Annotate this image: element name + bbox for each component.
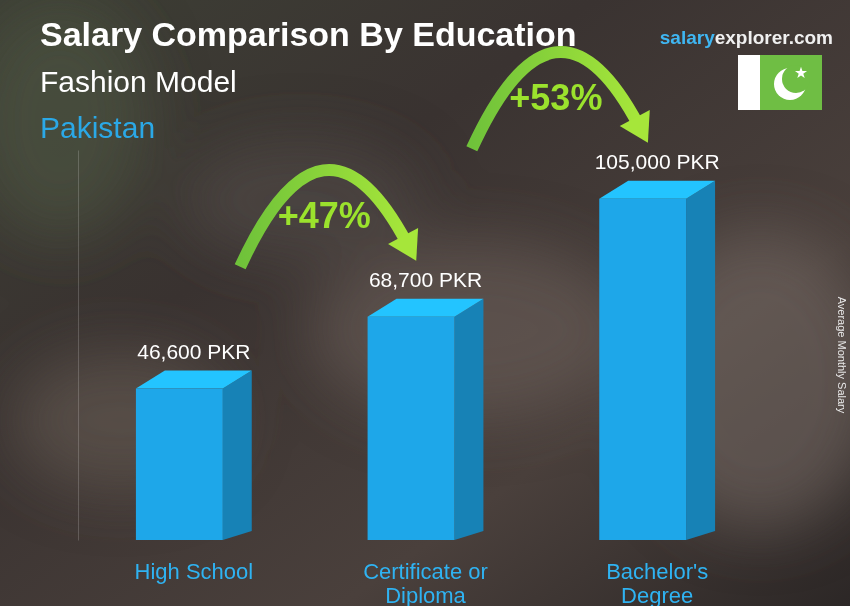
change-arrow <box>472 52 639 149</box>
x-tick: High School <box>135 540 254 584</box>
chart-container: 46,600 PKR 68,700 PKR 105,000 PKR High Scho… <box>0 0 850 606</box>
y-axis-line <box>78 151 79 541</box>
change-arrow-head <box>388 228 418 261</box>
flag-green <box>760 55 822 110</box>
x-tick-label-line: Diploma <box>385 583 466 606</box>
bar-top <box>599 181 715 199</box>
bar <box>136 389 223 540</box>
change-label: +53% <box>509 77 602 118</box>
bar-side <box>686 181 715 540</box>
change-arrow-head <box>620 110 650 143</box>
data-label: 68,700 PKR <box>369 268 482 291</box>
bar <box>599 199 686 540</box>
subtitle: Fashion Model <box>40 65 237 98</box>
bar-group <box>136 371 252 540</box>
flag <box>738 55 822 110</box>
source-part: explorer.com <box>715 27 833 48</box>
bar-side <box>223 371 252 540</box>
x-tick-label: Bachelor'sDegree <box>606 559 708 606</box>
data-labels: 46,600 PKR 68,700 PKR 105,000 PKR <box>137 150 719 363</box>
x-axis: High School Certificate orDiploma Bachelor… <box>135 540 709 606</box>
bar-group <box>368 299 484 540</box>
bars <box>136 181 715 540</box>
x-tick-label-line: High School <box>135 559 254 584</box>
flag-white <box>738 55 760 110</box>
header: Salary Comparison By Education Fashion Mo… <box>40 15 833 144</box>
x-tick-label: High School <box>135 559 254 584</box>
change-arrow <box>240 170 407 267</box>
x-tick: Certificate orDiploma <box>363 540 488 606</box>
flag-star <box>795 67 807 78</box>
country: Pakistan <box>40 111 155 144</box>
x-tick-label-line: Certificate or <box>363 559 488 584</box>
flag-crescent-cut <box>782 65 810 93</box>
x-tick: Bachelor'sDegree <box>606 540 708 606</box>
bar-group <box>599 181 715 540</box>
bar-top <box>368 299 484 317</box>
x-tick-label: Certificate orDiploma <box>363 559 488 606</box>
data-label: 46,600 PKR <box>137 340 250 363</box>
chart-svg: 46,600 PKR 68,700 PKR 105,000 PKR High Scho… <box>0 0 850 606</box>
x-tick-label-line: Degree <box>621 583 693 606</box>
bar-side <box>454 299 483 540</box>
bar-top <box>136 371 252 389</box>
bar <box>368 317 455 540</box>
data-label: 105,000 PKR <box>595 150 720 173</box>
change-annotations: +47% +53% <box>240 52 650 267</box>
title: Salary Comparison By Education <box>40 15 577 53</box>
change-label: +47% <box>278 195 371 236</box>
y-axis-title: Average Monthly Salary <box>836 297 848 414</box>
source-part: salary <box>660 27 715 48</box>
y-axis <box>78 151 79 541</box>
x-tick-label-line: Bachelor's <box>606 559 708 584</box>
source: salaryexplorer.com <box>660 27 833 48</box>
